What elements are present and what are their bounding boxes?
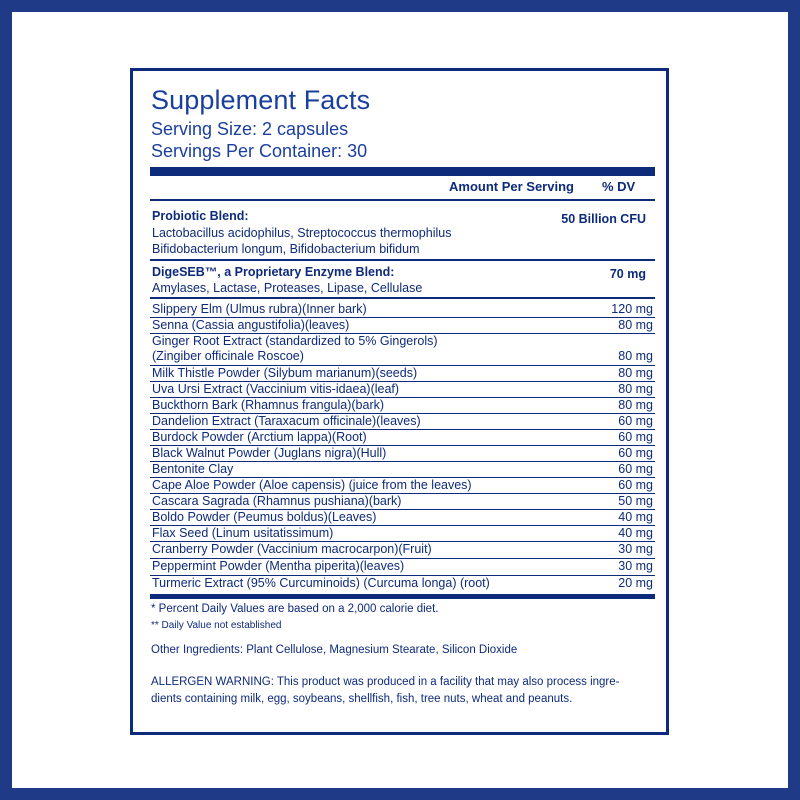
- probiotic-blend-amount: 50 Billion CFU: [561, 212, 646, 226]
- ingredient-amount: 80 mg: [618, 366, 653, 380]
- ingredient-row: Black Walnut Powder (Juglans nigra)(Hull…: [150, 446, 655, 462]
- ingredient-name: Cranberry Powder (Vaccinium macrocarpon)…: [152, 542, 432, 556]
- ingredient-row: Peppermint Powder (Mentha piperita)(leav…: [150, 559, 655, 576]
- ingredient-name: Boldo Powder (Peumus boldus)(Leaves): [152, 510, 377, 524]
- ingredient-name: Cape Aloe Powder (Aloe capensis) (juice …: [152, 478, 472, 492]
- ingredient-amount: 20 mg: [618, 576, 653, 590]
- daily-value-header: % DV: [602, 179, 636, 194]
- allergen-warning-line-1: ALLERGEN WARNING: This product was produ…: [151, 676, 620, 688]
- ingredient-name: Burdock Powder (Arctium lappa)(Root): [152, 430, 367, 444]
- probiotic-blend-title: Probiotic Blend:: [152, 209, 249, 223]
- other-ingredients: Other Ingredients: Plant Cellulose, Magn…: [151, 644, 518, 656]
- ingredient-amount: 40 mg: [618, 510, 653, 524]
- probiotic-blend-line-2: Bifidobacterium longum, Bifidobacterium …: [152, 242, 420, 256]
- ingredient-row: Turmeric Extract (95% Curcuminoids) (Cur…: [150, 576, 655, 592]
- ingredient-row: Dandelion Extract (Taraxacum officinale)…: [150, 414, 655, 430]
- thick-divider: [150, 167, 655, 176]
- ingredient-row: Uva Ursi Extract (Vaccinium vitis-idaea)…: [150, 382, 655, 398]
- ingredient-name: Cascara Sagrada (Rhamnus pushiana)(bark): [152, 494, 402, 508]
- ingredient-name: Milk Thistle Powder (Silybum marianum)(s…: [152, 366, 418, 380]
- ingredient-row: Ginger Root Extract (standardized to 5% …: [150, 334, 655, 366]
- ingredient-amount: 80 mg: [618, 398, 653, 412]
- ingredient-amount: 60 mg: [618, 462, 653, 476]
- ingredient-row: Cranberry Powder (Vaccinium macrocarpon)…: [150, 542, 655, 559]
- ingredient-amount: 60 mg: [618, 414, 653, 428]
- enzyme-divider: [150, 297, 655, 299]
- ingredient-amount: 30 mg: [618, 542, 653, 556]
- servings-per-container: Servings Per Container: 30: [151, 141, 368, 161]
- ingredient-row: Flax Seed (Linum usitatissimum) 40 mg: [150, 526, 655, 542]
- ingredient-row: Milk Thistle Powder (Silybum marianum)(s…: [150, 366, 655, 382]
- ingredient-name-cont: (Zingiber officinale Roscoe): [152, 349, 304, 363]
- ingredient-name: Ginger Root Extract (standardized to 5% …: [152, 334, 438, 348]
- supplement-facts-panel: Supplement Facts Serving Size: 2 capsule…: [130, 68, 669, 735]
- ingredient-name: Slippery Elm (Ulmus rubra)(Inner bark): [152, 302, 367, 316]
- ingredient-row: Senna (Cassia angustifolia)(leaves) 80 m…: [150, 318, 655, 334]
- ingredient-row: Cascara Sagrada (Rhamnus pushiana)(bark)…: [150, 494, 655, 510]
- footnote-dv: * Percent Daily Values are based on a 2,…: [151, 603, 439, 615]
- ingredient-name: Uva Ursi Extract (Vaccinium vitis-idaea)…: [152, 382, 400, 396]
- blend-divider: [150, 259, 655, 261]
- ingredient-row: Buckthorn Bark (Rhamnus frangula)(bark) …: [150, 398, 655, 414]
- ingredient-amount: 50 mg: [618, 494, 653, 508]
- ingredient-amount: 60 mg: [618, 478, 653, 492]
- ingredient-name: Senna (Cassia angustifolia)(leaves): [152, 318, 350, 332]
- ingredient-row: Cape Aloe Powder (Aloe capensis) (juice …: [150, 478, 655, 494]
- ingredient-amount: 60 mg: [618, 430, 653, 444]
- probiotic-blend-line-1: Lactobacillus acidophilus, Streptococcus…: [152, 226, 452, 240]
- ingredient-name: Dandelion Extract (Taraxacum officinale)…: [152, 414, 421, 428]
- ingredient-amount: 120 mg: [611, 302, 653, 316]
- ingredient-amount: 30 mg: [618, 559, 653, 573]
- ingredient-row: Burdock Powder (Arctium lappa)(Root) 60 …: [150, 430, 655, 446]
- enzyme-blend-title: DigeSEB™, a Proprietary Enzyme Blend:: [152, 265, 395, 279]
- ingredient-name: Buckthorn Bark (Rhamnus frangula)(bark): [152, 398, 385, 412]
- ingredient-amount: 40 mg: [618, 526, 653, 540]
- serving-size: Serving Size: 2 capsules: [151, 119, 349, 139]
- ingredient-row: Slippery Elm (Ulmus rubra)(Inner bark) 1…: [150, 302, 655, 318]
- enzyme-blend-amount: 70 mg: [609, 267, 646, 281]
- amount-per-serving-header: Amount Per Serving: [449, 179, 574, 194]
- allergen-warning-line-2: dients containing milk, egg, soybeans, s…: [151, 693, 573, 705]
- ingredient-name: Bentonite Clay: [152, 462, 234, 476]
- footnote-not-established: ** Daily Value not established: [151, 620, 282, 631]
- ingredient-name: Turmeric Extract (95% Curcuminoids) (Cur…: [152, 576, 490, 590]
- ingredient-amount: 80 mg: [618, 382, 653, 396]
- ingredient-row: Boldo Powder (Peumus boldus)(Leaves) 40 …: [150, 510, 655, 526]
- ingredient-amount: 60 mg: [618, 446, 653, 460]
- ingredient-name: Peppermint Powder (Mentha piperita)(leav…: [152, 559, 405, 573]
- bottom-divider: [150, 594, 655, 599]
- ingredient-amount: 80 mg: [618, 318, 653, 332]
- panel-title: Supplement Facts: [151, 85, 371, 115]
- ingredient-name: Black Walnut Powder (Juglans nigra)(Hull…: [152, 446, 387, 460]
- ingredient-row: Bentonite Clay 60 mg: [150, 462, 655, 478]
- header-divider: [150, 199, 655, 201]
- enzyme-blend-line-1: Amylases, Lactase, Proteases, Lipase, Ce…: [152, 281, 423, 295]
- ingredient-amount: 80 mg: [618, 349, 653, 363]
- ingredient-name: Flax Seed (Linum usitatissimum): [152, 526, 334, 540]
